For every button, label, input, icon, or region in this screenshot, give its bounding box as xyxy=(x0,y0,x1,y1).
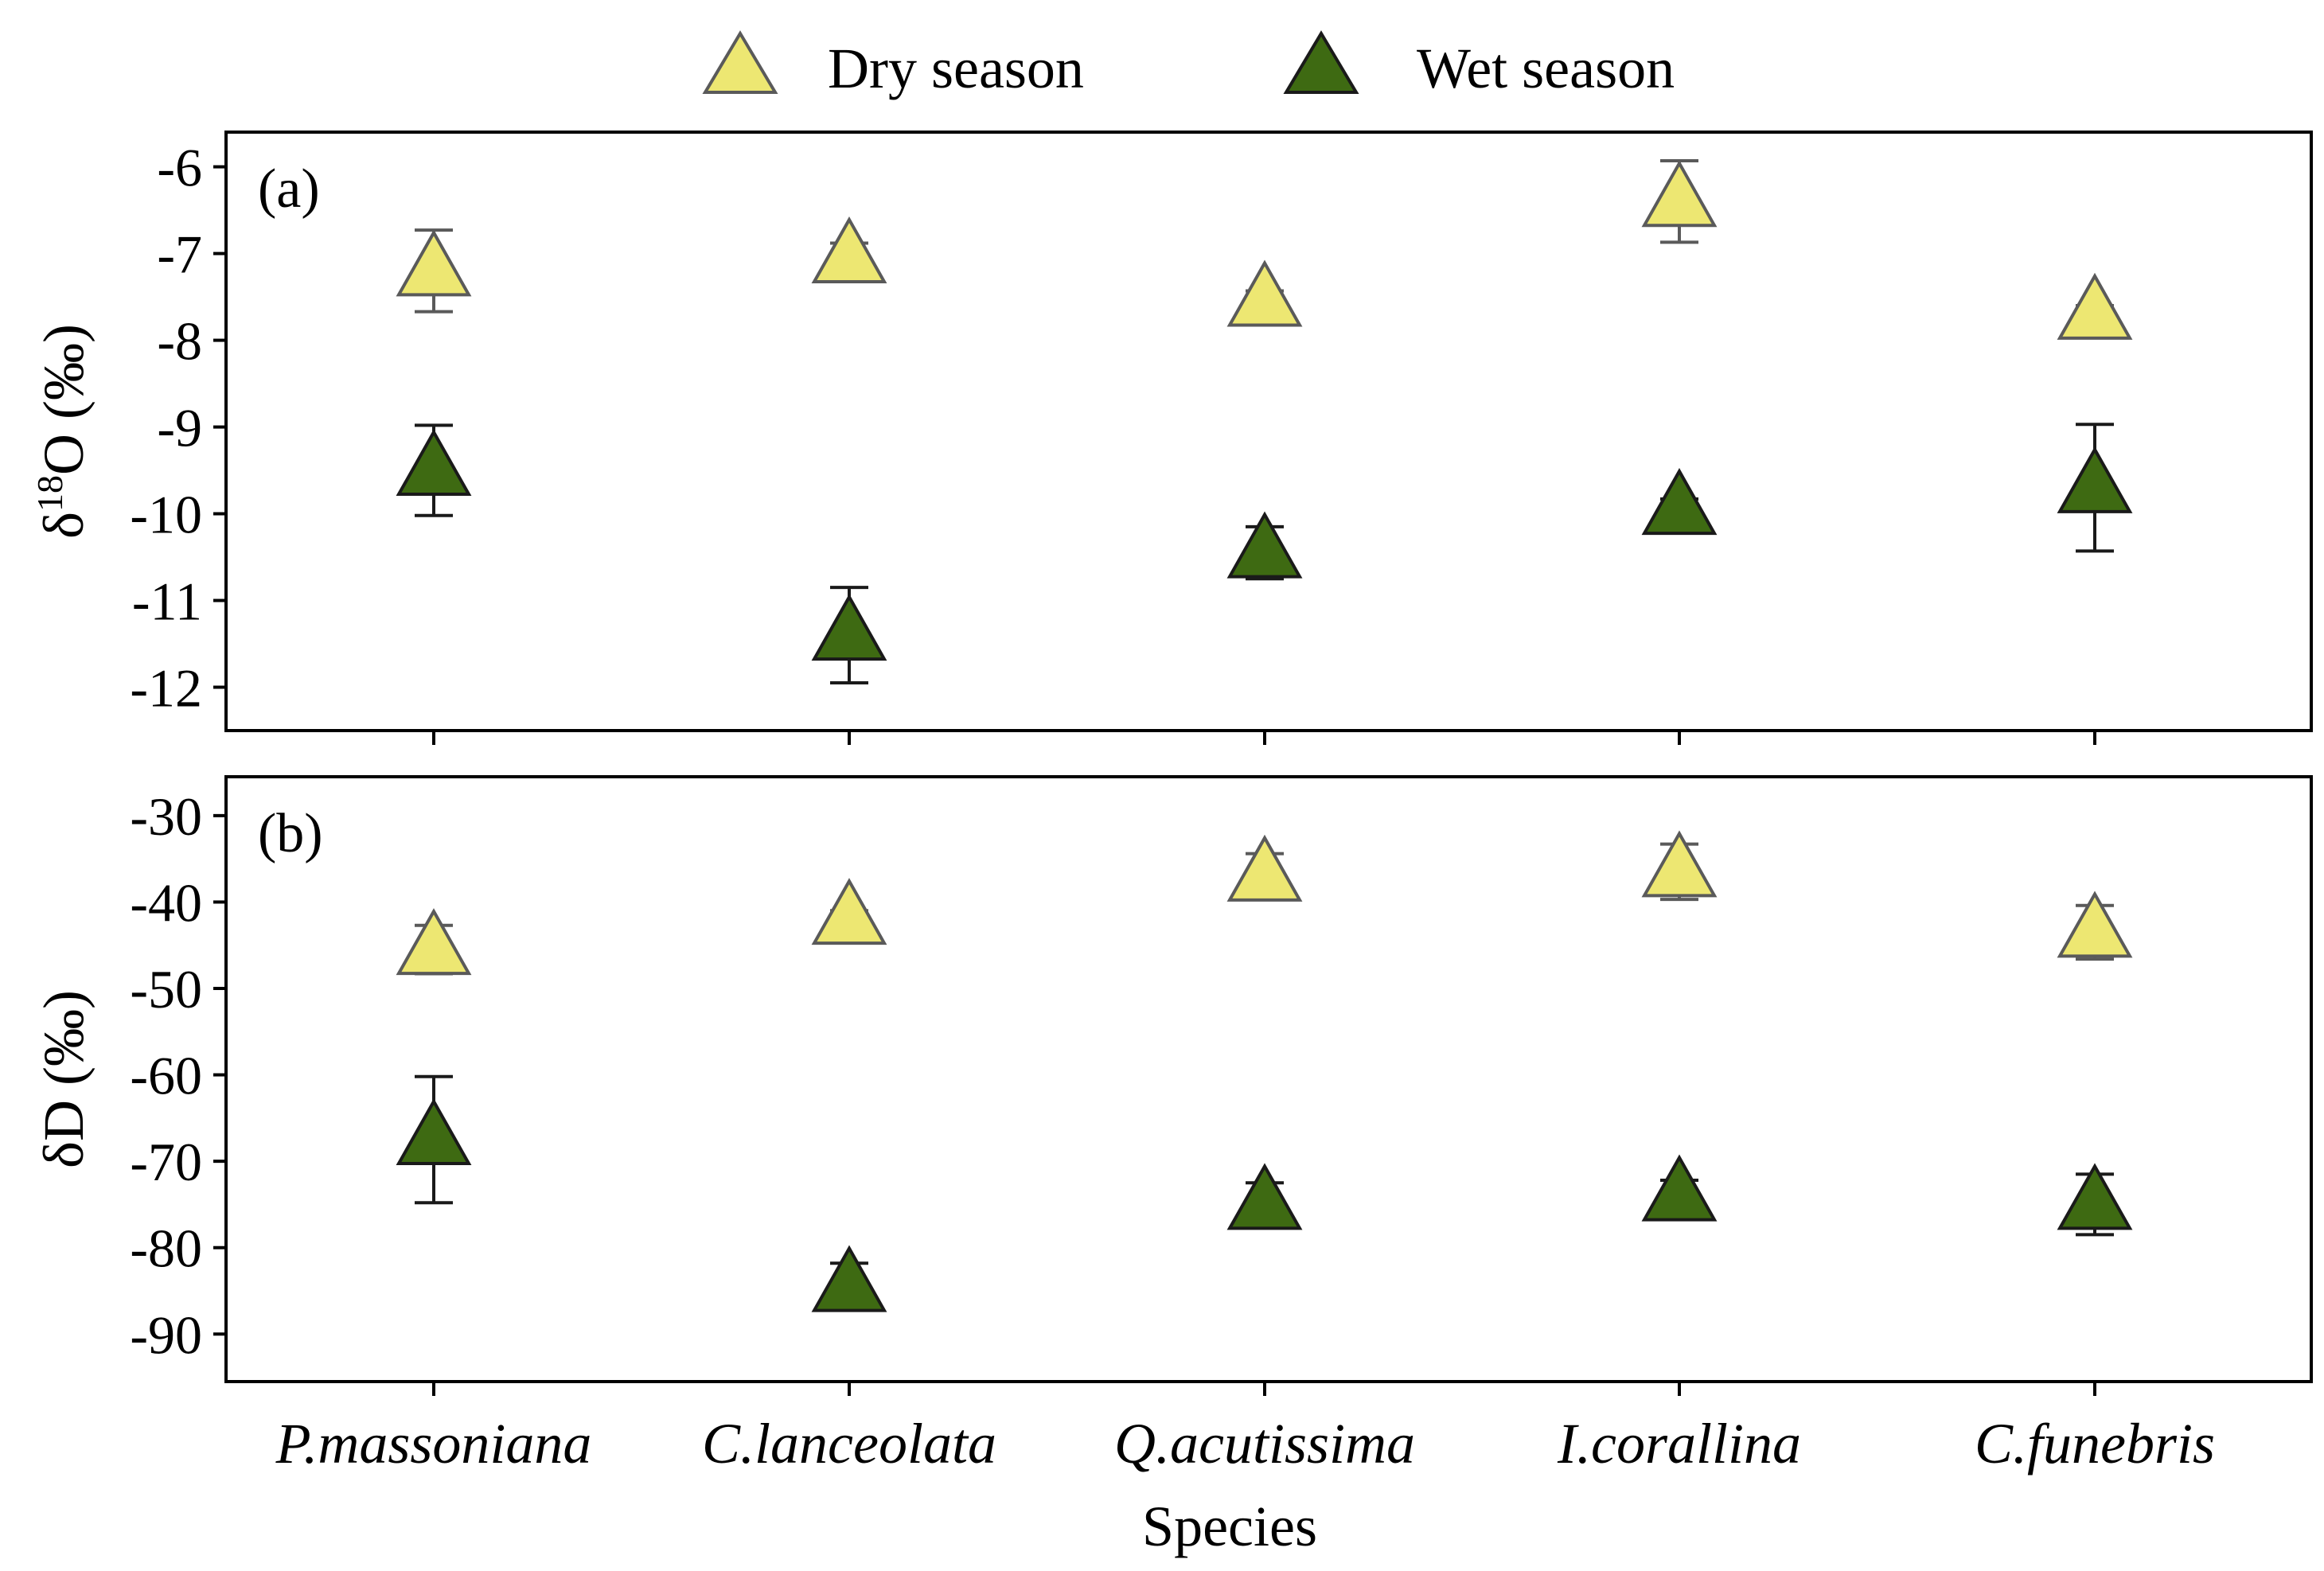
x-tick-label: C.funebris xyxy=(1975,1412,2215,1475)
panel-b: -30 -40 -50 -60 -70 -80 -90 P.massoniana C.lance… xyxy=(32,775,2313,1475)
y-tick-label: -70 xyxy=(130,1132,202,1192)
series-wet xyxy=(396,1074,2133,1312)
data-point xyxy=(1641,1154,1718,1222)
series-dry xyxy=(396,158,2133,340)
y-tick-label: -7 xyxy=(157,224,202,285)
legend-wet-label: Wet season xyxy=(1417,37,1675,100)
data-point xyxy=(2057,272,2133,340)
y-axis-title: δD (‰) xyxy=(32,990,96,1168)
y-axis-title-prefix: δ xyxy=(32,512,96,539)
data-point xyxy=(2057,1163,2133,1230)
legend: Dry season Wet season xyxy=(702,30,1675,100)
data-point xyxy=(2057,446,2133,513)
data-point xyxy=(811,878,887,945)
panel-label: (a) xyxy=(258,158,320,220)
plot-frame xyxy=(224,775,2313,1383)
panel-a: -6 -7 -8 -9 -10 -11 -12 (a) δ18O (‰) xyxy=(29,131,2313,745)
y-tick-label: -8 xyxy=(157,311,202,372)
y-tick-label: -60 xyxy=(130,1046,202,1106)
y-tick-label: -40 xyxy=(130,872,202,933)
y-axis-title: δ18O (‰) xyxy=(29,324,96,539)
legend-wet-marker xyxy=(1283,30,1359,94)
data-point xyxy=(1226,511,1303,579)
data-point xyxy=(811,216,887,284)
y-tick-label: -12 xyxy=(130,658,202,719)
data-point xyxy=(2057,891,2133,958)
data-point xyxy=(396,229,472,297)
y-tick-label: -10 xyxy=(130,485,202,545)
x-axis-title: Species xyxy=(1142,1495,1317,1558)
panel-label: (b) xyxy=(258,803,323,864)
x-tick-label: I.corallina xyxy=(1557,1412,1801,1475)
data-point xyxy=(396,1097,472,1165)
y-tick-label: -6 xyxy=(157,138,202,198)
y-axis-title-rest: O (‰) xyxy=(32,324,96,475)
x-tick-label: Q.acutissima xyxy=(1114,1412,1415,1475)
y-axis-title-sup: 18 xyxy=(29,475,70,512)
panels: -6-7-8-9-10-11-12(a)δ18O (‰)-30-40-50-60… xyxy=(29,131,2313,1475)
y-axis-title-rest: D (‰) xyxy=(32,990,96,1141)
y-tick-label: -80 xyxy=(130,1218,202,1279)
series-wet xyxy=(396,423,2133,685)
data-point xyxy=(811,594,887,661)
series-dry xyxy=(396,830,2133,976)
data-point xyxy=(1641,160,1718,228)
data-point xyxy=(1226,834,1303,902)
legend-dry-label: Dry season xyxy=(828,37,1084,100)
data-point xyxy=(1226,1163,1303,1230)
y-tick-label: -30 xyxy=(130,786,202,847)
x-tick-label: P.massoniana xyxy=(275,1412,592,1475)
data-point xyxy=(1641,468,1718,536)
data-point xyxy=(811,1245,887,1312)
data-point xyxy=(1641,830,1718,898)
y-tick-label: -50 xyxy=(130,959,202,1019)
x-tick-label: C.lanceolata xyxy=(702,1412,996,1475)
y-axis-title-prefix: δ xyxy=(32,1141,96,1168)
legend-dry-marker xyxy=(702,30,778,94)
y-tick-label: -9 xyxy=(157,398,202,458)
data-point xyxy=(1226,259,1303,327)
data-point xyxy=(396,908,472,976)
y-tick-label: -90 xyxy=(130,1304,202,1365)
data-point xyxy=(396,428,472,497)
y-tick-label: -11 xyxy=(132,571,202,632)
plot-frame xyxy=(224,131,2313,732)
